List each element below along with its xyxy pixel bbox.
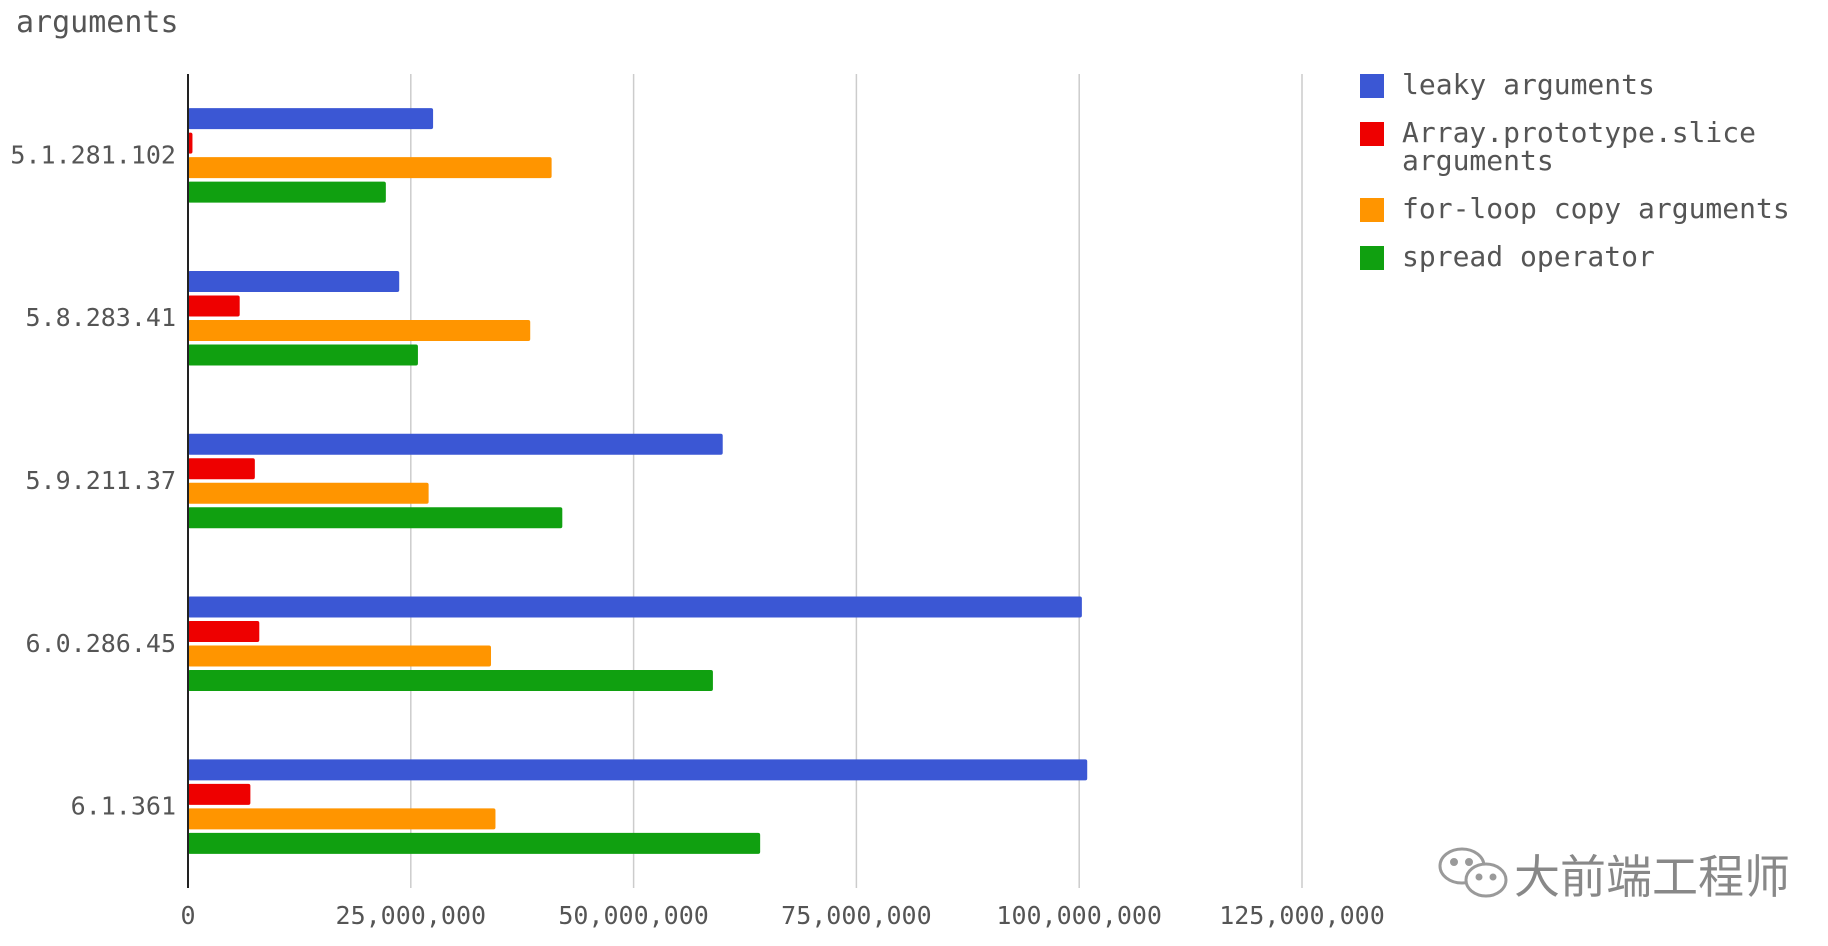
bars xyxy=(188,108,1088,854)
y-category-label: 5.1.281.102 xyxy=(10,140,176,169)
x-tick-label: 50,000,000 xyxy=(558,901,709,930)
bar xyxy=(188,433,723,455)
bar xyxy=(188,132,193,154)
x-tick-label: 100,000,000 xyxy=(996,901,1162,930)
wechat-icon xyxy=(1438,847,1508,898)
y-category-label: 6.0.286.45 xyxy=(25,629,176,658)
legend: leaky arguments Array.prototype.sliceargu… xyxy=(1360,68,1790,273)
bar xyxy=(188,783,251,805)
bar xyxy=(188,270,400,292)
legend-label: leaky arguments xyxy=(1402,68,1655,101)
watermark-text: 大前端工程师 xyxy=(1514,850,1790,904)
legend-label: Array.prototype.slice xyxy=(1402,116,1756,149)
legend-label: arguments xyxy=(1402,144,1554,177)
y-category-label: 5.9.211.37 xyxy=(25,466,176,495)
bar xyxy=(188,181,386,203)
bar xyxy=(188,832,761,854)
bar xyxy=(188,482,429,504)
bar xyxy=(188,645,492,667)
bar xyxy=(188,319,531,341)
bar xyxy=(188,458,255,480)
legend-swatch xyxy=(1360,198,1384,222)
x-axis-labels: 0 25,000,000 50,000,000 75,000,000 100,000,0… xyxy=(180,901,1384,930)
bar xyxy=(188,344,418,366)
bar xyxy=(188,596,1082,618)
y-axis-labels: 5.1.281.102 5.8.283.41 5.9.211.37 6.0.286.4… xyxy=(10,140,176,820)
x-tick-label: 75,000,000 xyxy=(781,901,932,930)
legend-label: spread operator xyxy=(1402,240,1655,273)
legend-swatch xyxy=(1360,122,1384,146)
bar xyxy=(188,621,260,643)
y-category-label: 5.8.283.41 xyxy=(25,303,176,332)
x-tick-label: 125,000,000 xyxy=(1219,901,1385,930)
bar xyxy=(188,670,713,692)
bar xyxy=(188,108,434,130)
bar xyxy=(188,808,496,830)
legend-swatch xyxy=(1360,74,1384,98)
x-tick-label: 0 xyxy=(180,901,195,930)
x-tick-label: 25,000,000 xyxy=(336,901,487,930)
watermark: 大前端工程师 xyxy=(1438,847,1790,904)
legend-label: for-loop copy arguments xyxy=(1402,192,1790,225)
bar xyxy=(188,295,240,317)
y-category-label: 6.1.361 xyxy=(71,792,176,821)
grid-lines xyxy=(410,74,1303,888)
chart-title: arguments xyxy=(16,5,179,40)
legend-swatch xyxy=(1360,246,1384,270)
bar xyxy=(188,759,1088,781)
bar xyxy=(188,507,563,529)
bar xyxy=(188,157,552,179)
